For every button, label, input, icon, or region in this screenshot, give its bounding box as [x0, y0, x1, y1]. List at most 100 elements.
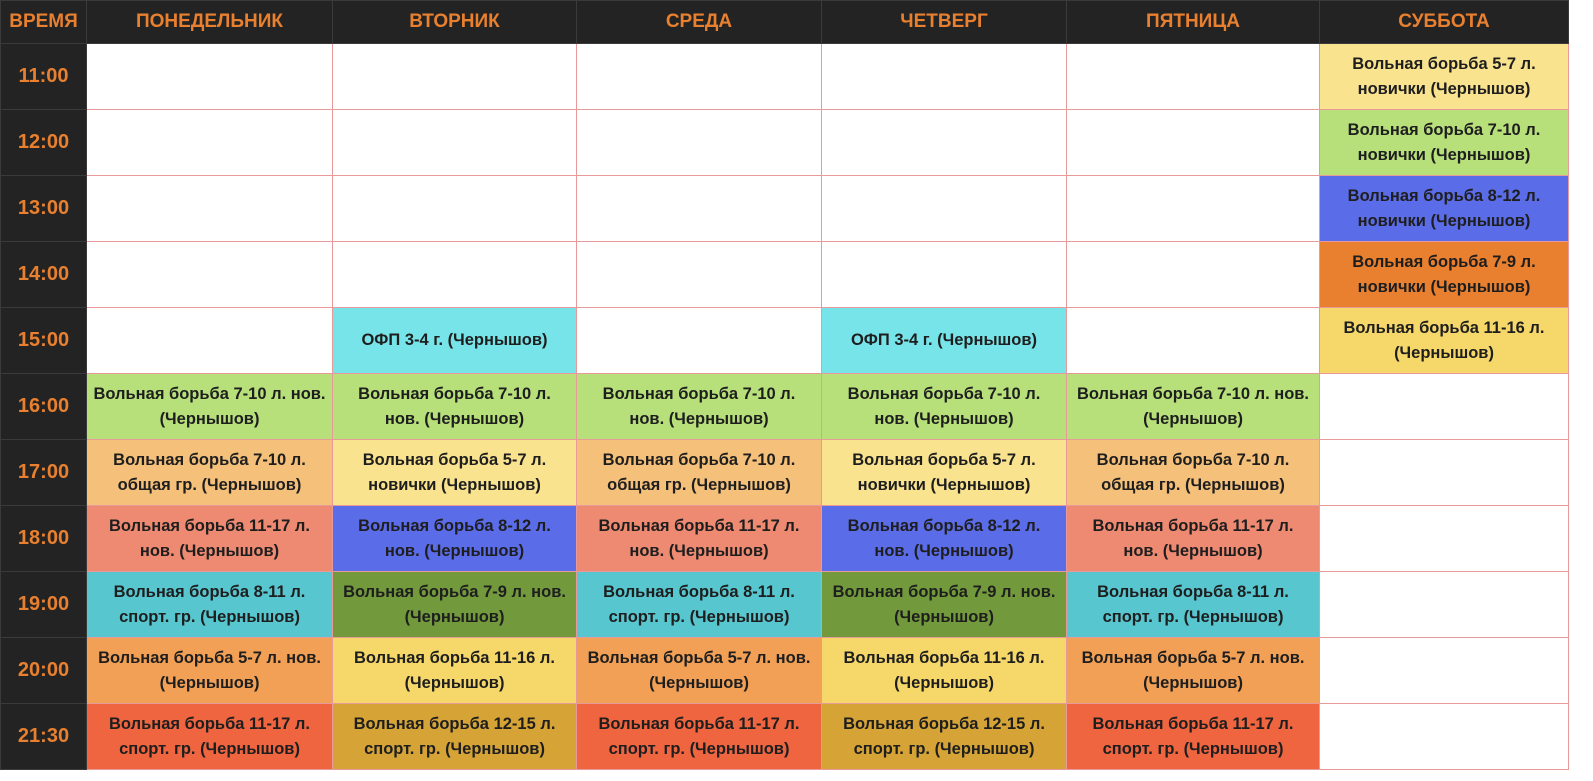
class-cell: Вольная борьба 11-16 л. (Чернышов): [821, 637, 1067, 704]
empty-cell: [821, 175, 1067, 242]
empty-cell: [1319, 637, 1569, 704]
time-cell: 16:00: [0, 373, 87, 440]
empty-cell: [821, 43, 1067, 110]
schedule-body: 11:00 Вольная борьба 5-7 л. новички (Черн…: [0, 43, 1569, 770]
empty-cell: [332, 241, 577, 308]
class-cell: Вольная борьба 12-15 л. спорт. гр. (Черн…: [821, 703, 1067, 770]
empty-cell: [576, 307, 822, 374]
empty-cell: [86, 109, 333, 176]
empty-cell: [1066, 241, 1320, 308]
class-cell: Вольная борьба 11-17 л. спорт. гр. (Черн…: [576, 703, 822, 770]
empty-cell: [1066, 109, 1320, 176]
class-cell: Вольная борьба 7-10 л. общая гр. (Черныш…: [576, 439, 822, 506]
empty-cell: [1319, 505, 1569, 572]
class-cell: Вольная борьба 7-10 л. нов. (Чернышов): [576, 373, 822, 440]
class-cell: Вольная борьба 11-17 л. спорт. гр. (Черн…: [1066, 703, 1320, 770]
class-cell: Вольная борьба 11-16 л. (Чернышов): [1319, 307, 1569, 374]
empty-cell: [1319, 571, 1569, 638]
class-cell: Вольная борьба 11-17 л. нов. (Чернышов): [576, 505, 822, 572]
empty-cell: [1066, 307, 1320, 374]
class-cell: Вольная борьба 7-10 л. новички (Чернышов…: [1319, 109, 1569, 176]
time-cell: 15:00: [0, 307, 87, 374]
column-header: ВРЕМЯ: [0, 0, 87, 44]
column-header: ЧЕТВЕРГ: [821, 0, 1067, 44]
schedule-row: 19:00 Вольная борьба 8-11 л. спорт. гр. (…: [0, 571, 1569, 638]
class-cell: Вольная борьба 11-17 л. нов. (Чернышов): [1066, 505, 1320, 572]
empty-cell: [1319, 373, 1569, 440]
class-cell: Вольная борьба 8-11 л. спорт. гр. (Черны…: [576, 571, 822, 638]
empty-cell: [86, 43, 333, 110]
time-cell: 21:30: [0, 703, 87, 770]
time-cell: 12:00: [0, 109, 87, 176]
column-header: СУББОТА: [1319, 0, 1569, 44]
class-cell: Вольная борьба 8-12 л. нов. (Чернышов): [332, 505, 577, 572]
class-cell: Вольная борьба 7-10 л. нов. (Чернышов): [1066, 373, 1320, 440]
schedule-row: 12:00 Вольная борьба 7-10 л. новички (Чер…: [0, 109, 1569, 176]
empty-cell: [1066, 175, 1320, 242]
class-cell: Вольная борьба 5-7 л. нов. (Чернышов): [576, 637, 822, 704]
empty-cell: [576, 109, 822, 176]
empty-cell: [86, 175, 333, 242]
schedule-row: 11:00 Вольная борьба 5-7 л. новички (Черн…: [0, 43, 1569, 110]
empty-cell: [1319, 439, 1569, 506]
class-cell: Вольная борьба 8-11 л. спорт. гр. (Черны…: [1066, 571, 1320, 638]
column-header: ПОНЕДЕЛЬНИК: [86, 0, 333, 44]
empty-cell: [821, 109, 1067, 176]
empty-cell: [1066, 43, 1320, 110]
time-cell: 13:00: [0, 175, 87, 242]
class-cell: Вольная борьба 5-7 л. нов. (Чернышов): [1066, 637, 1320, 704]
empty-cell: [576, 175, 822, 242]
empty-cell: [1319, 703, 1569, 770]
class-cell: Вольная борьба 7-9 л. новички (Чернышов): [1319, 241, 1569, 308]
class-cell: Вольная борьба 7-9 л. нов. (Чернышов): [821, 571, 1067, 638]
class-cell: Вольная борьба 5-7 л. новички (Чернышов): [1319, 43, 1569, 110]
time-cell: 17:00: [0, 439, 87, 506]
class-cell: Вольная борьба 7-10 л. нов. (Чернышов): [86, 373, 333, 440]
time-cell: 19:00: [0, 571, 87, 638]
class-cell: Вольная борьба 7-10 л. нов. (Чернышов): [332, 373, 577, 440]
time-cell: 11:00: [0, 43, 87, 110]
class-cell: Вольная борьба 5-7 л. нов. (Чернышов): [86, 637, 333, 704]
schedule-row: 17:00 Вольная борьба 7-10 л. общая гр. (Ч…: [0, 439, 1569, 506]
empty-cell: [821, 241, 1067, 308]
class-cell: ОФП 3-4 г. (Чернышов): [332, 307, 577, 374]
schedule-row: 16:00 Вольная борьба 7-10 л. нов. (Черныш…: [0, 373, 1569, 440]
empty-cell: [332, 175, 577, 242]
class-cell: Вольная борьба 11-17 л. спорт. гр. (Черн…: [86, 703, 333, 770]
time-cell: 14:00: [0, 241, 87, 308]
time-cell: 20:00: [0, 637, 87, 704]
column-header: ПЯТНИЦА: [1066, 0, 1320, 44]
column-header: СРЕДА: [576, 0, 822, 44]
class-cell: Вольная борьба 7-10 л. общая гр. (Черныш…: [86, 439, 333, 506]
schedule-row: 13:00 Вольная борьба 8-12 л. новички (Чер…: [0, 175, 1569, 242]
header-row: ВРЕМЯ ПОНЕДЕЛЬНИК ВТОРНИК СРЕДА ЧЕТВЕРГ ПЯТНИ…: [0, 0, 1569, 44]
schedule-row: 15:00 ОФП 3-4 г. (Чернышов) ОФП 3-4 г. (Че…: [0, 307, 1569, 374]
schedule-table: ВРЕМЯ ПОНЕДЕЛЬНИК ВТОРНИК СРЕДА ЧЕТВЕРГ ПЯТНИ…: [0, 0, 1569, 770]
empty-cell: [86, 307, 333, 374]
class-cell: Вольная борьба 12-15 л. спорт. гр. (Черн…: [332, 703, 577, 770]
class-cell: Вольная борьба 11-16 л. (Чернышов): [332, 637, 577, 704]
class-cell: Вольная борьба 7-10 л. общая гр. (Черныш…: [1066, 439, 1320, 506]
empty-cell: [576, 241, 822, 308]
empty-cell: [86, 241, 333, 308]
class-cell: Вольная борьба 8-12 л. нов. (Чернышов): [821, 505, 1067, 572]
class-cell: Вольная борьба 7-10 л. нов. (Чернышов): [821, 373, 1067, 440]
schedule-row: 21:30 Вольная борьба 11-17 л. спорт. гр. …: [0, 703, 1569, 770]
class-cell: Вольная борьба 5-7 л. новички (Чернышов): [332, 439, 577, 506]
empty-cell: [332, 109, 577, 176]
column-header: ВТОРНИК: [332, 0, 577, 44]
empty-cell: [576, 43, 822, 110]
class-cell: Вольная борьба 5-7 л. новички (Чернышов): [821, 439, 1067, 506]
schedule-row: 20:00 Вольная борьба 5-7 л. нов. (Чернышо…: [0, 637, 1569, 704]
class-cell: ОФП 3-4 г. (Чернышов): [821, 307, 1067, 374]
time-cell: 18:00: [0, 505, 87, 572]
class-cell: Вольная борьба 11-17 л. нов. (Чернышов): [86, 505, 333, 572]
schedule-row: 14:00 Вольная борьба 7-9 л. новички (Черн…: [0, 241, 1569, 308]
empty-cell: [332, 43, 577, 110]
class-cell: Вольная борьба 7-9 л. нов. (Чернышов): [332, 571, 577, 638]
schedule-row: 18:00 Вольная борьба 11-17 л. нов. (Черны…: [0, 505, 1569, 572]
class-cell: Вольная борьба 8-12 л. новички (Чернышов…: [1319, 175, 1569, 242]
class-cell: Вольная борьба 8-11 л. спорт. гр. (Черны…: [86, 571, 333, 638]
